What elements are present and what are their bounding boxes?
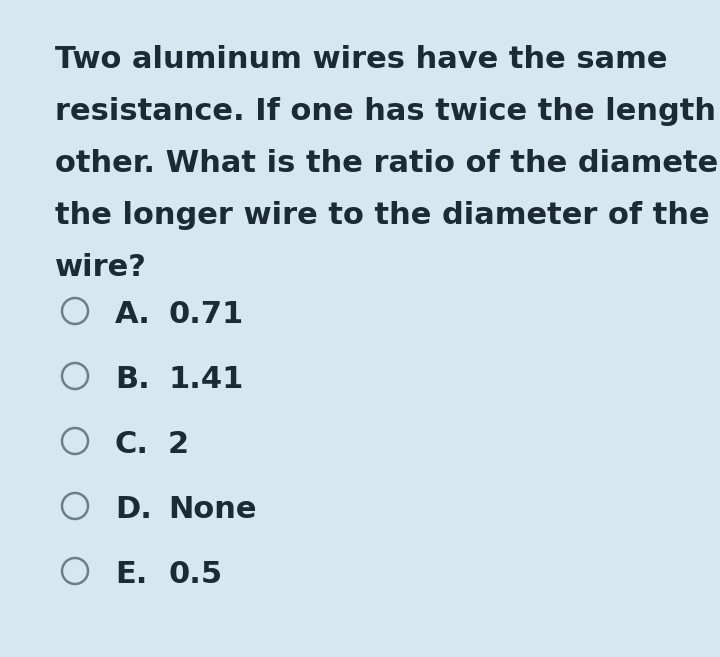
Text: 0.71: 0.71 bbox=[168, 300, 243, 329]
Text: A.: A. bbox=[115, 300, 151, 329]
Text: None: None bbox=[168, 495, 256, 524]
Text: resistance. If one has twice the length of the: resistance. If one has twice the length … bbox=[55, 97, 720, 126]
Text: 0.5: 0.5 bbox=[168, 560, 222, 589]
Text: B.: B. bbox=[115, 365, 150, 394]
Text: D.: D. bbox=[115, 495, 152, 524]
Text: the longer wire to the diameter of the shorter: the longer wire to the diameter of the s… bbox=[55, 201, 720, 230]
Text: 1.41: 1.41 bbox=[168, 365, 243, 394]
Text: 2: 2 bbox=[168, 430, 189, 459]
Text: E.: E. bbox=[115, 560, 148, 589]
Text: wire?: wire? bbox=[55, 253, 147, 282]
Text: C.: C. bbox=[115, 430, 149, 459]
Text: other. What is the ratio of the diameter of: other. What is the ratio of the diameter… bbox=[55, 149, 720, 178]
Text: Two aluminum wires have the same: Two aluminum wires have the same bbox=[55, 45, 667, 74]
